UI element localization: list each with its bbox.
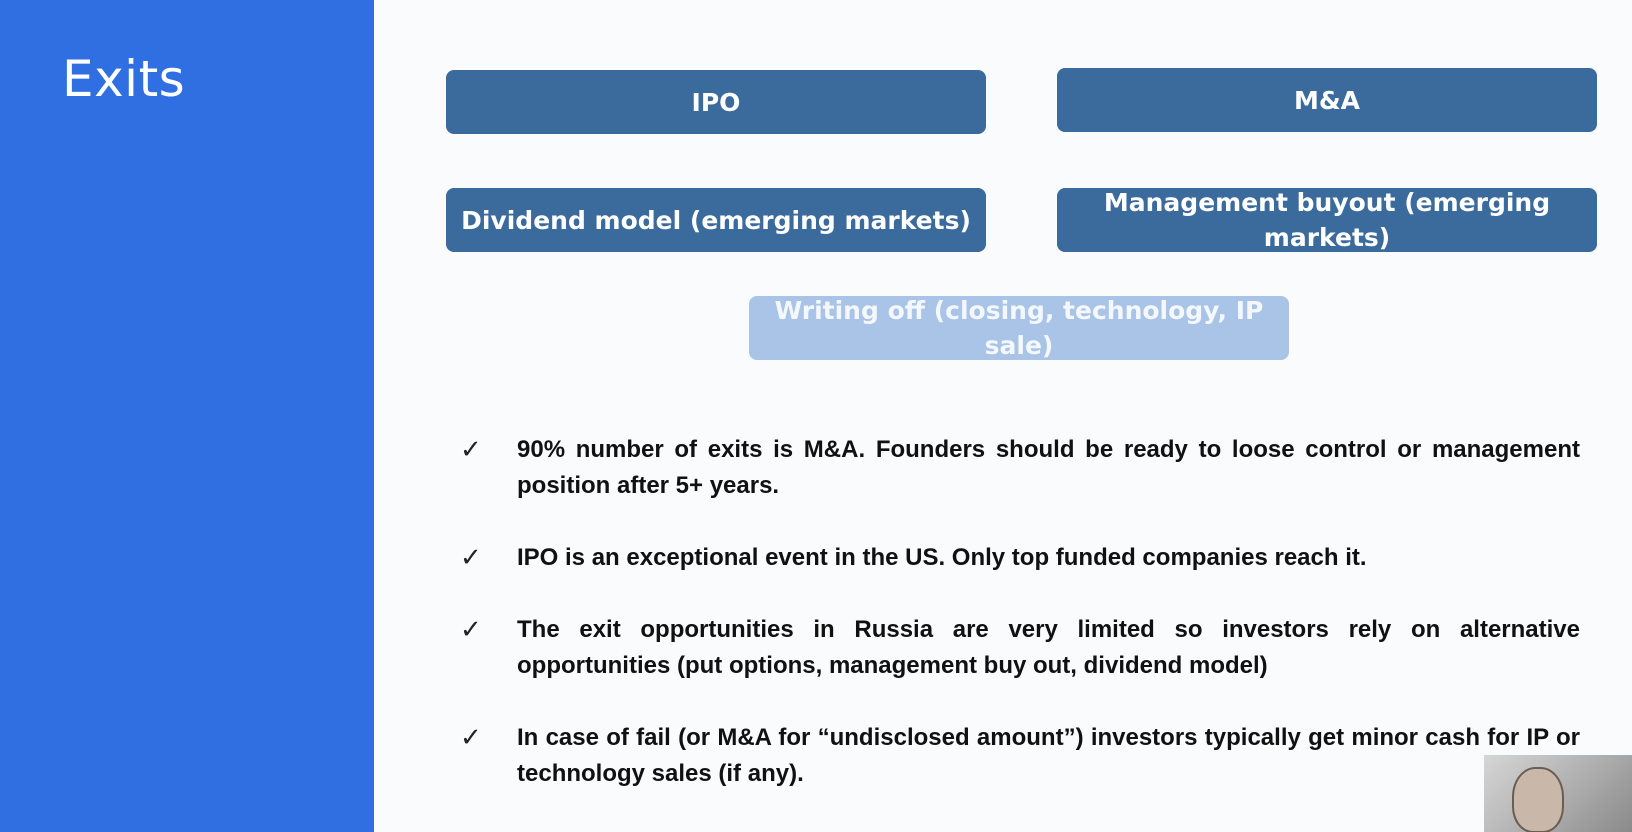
left-panel: Exits <box>0 0 374 832</box>
bullet-item: ✓ The exit opportunities in Russia are v… <box>460 612 1580 684</box>
exit-box-writing-off: Writing off (closing, technology, IP sal… <box>749 296 1289 360</box>
checkmark-icon: ✓ <box>460 543 482 573</box>
exit-box-mbo: Management buyout (emerging markets) <box>1057 188 1597 252</box>
checkmark-icon: ✓ <box>460 615 482 645</box>
webcam-thumbnail <box>1484 755 1632 832</box>
bullet-text: 90% number of exits is M&A. Founders sho… <box>517 436 1580 499</box>
bullet-text: In case of fail (or M&A for “undisclosed… <box>517 724 1580 787</box>
bullet-text: IPO is an exceptional event in the US. O… <box>517 544 1367 571</box>
bullet-text: The exit opportunities in Russia are ver… <box>517 616 1580 679</box>
exit-box-dividend: Dividend model (emerging markets) <box>446 188 986 252</box>
checkmark-icon: ✓ <box>460 435 482 465</box>
bullet-item: ✓ In case of fail (or M&A for “undisclos… <box>460 720 1580 792</box>
checkmark-icon: ✓ <box>460 723 482 753</box>
exit-box-ma: M&A <box>1057 68 1597 132</box>
bullet-list: ✓ 90% number of exits is M&A. Founders s… <box>460 432 1580 828</box>
bullet-item: ✓ IPO is an exceptional event in the US.… <box>460 540 1580 576</box>
bullet-item: ✓ 90% number of exits is M&A. Founders s… <box>460 432 1580 504</box>
slide-title: Exits <box>62 50 186 108</box>
exit-box-ipo: IPO <box>446 70 986 134</box>
webcam-face <box>1512 767 1564 832</box>
